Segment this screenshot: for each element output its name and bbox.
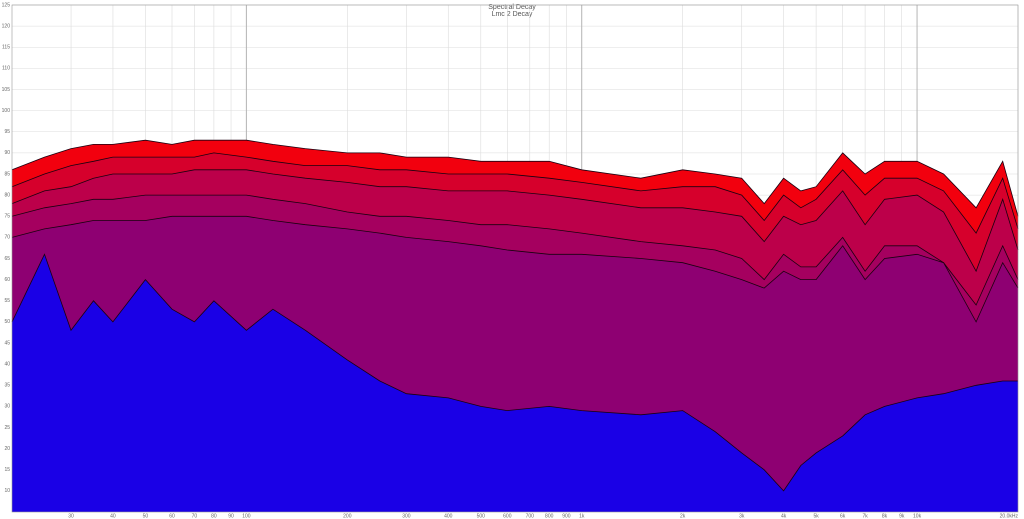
x-tick-label: 500 xyxy=(477,513,486,519)
y-tick-label: 110 xyxy=(2,66,10,72)
decay-line xyxy=(11,253,1018,492)
x-tick-label: 700 xyxy=(526,513,535,519)
y-tick-label: 105 xyxy=(2,87,11,93)
chart-title: Spectral Decay xyxy=(488,4,536,11)
y-tick-label: 55 xyxy=(4,298,10,304)
y-tick-label: 100 xyxy=(2,108,11,114)
x-tick-label: 100 xyxy=(242,513,251,519)
x-tick-label: 40 xyxy=(110,513,116,519)
y-tick-label: 45 xyxy=(4,340,10,346)
x-tick-label: 50 xyxy=(143,513,149,519)
y-tick-label: 20 xyxy=(4,446,10,452)
x-tick-label: 70 xyxy=(192,513,198,519)
y-tick-label: 10 xyxy=(4,488,10,494)
x-tick-label: 30 xyxy=(68,513,74,519)
x-tick-label: 200 xyxy=(343,513,352,519)
y-tick-label: 120 xyxy=(2,23,11,29)
x-tick-label: 4k xyxy=(781,513,787,519)
chart-subtitle: Lmc 2 Decay xyxy=(492,11,533,18)
decay-line xyxy=(11,215,1019,323)
decay-line xyxy=(11,194,1019,306)
y-tick-label: 70 xyxy=(4,235,10,241)
y-tick-label: 15 xyxy=(4,467,10,473)
x-tick-label: 1k xyxy=(579,513,585,519)
y-tick-label: 95 xyxy=(4,129,10,135)
decay-area xyxy=(12,254,1018,513)
x-tick-label: 10k xyxy=(913,513,922,519)
x-tick-label: 900 xyxy=(562,513,571,519)
y-tick-label: 60 xyxy=(4,277,10,283)
y-tick-label: 80 xyxy=(4,192,10,198)
y-tick-label: 50 xyxy=(4,319,10,325)
decay-line xyxy=(11,152,1019,234)
x-tick-label: 20.0kHz xyxy=(1000,513,1019,519)
x-tick-label: 6k xyxy=(840,513,846,519)
x-tick-label: 80 xyxy=(211,513,217,519)
x-tick-label: 3k xyxy=(739,513,745,519)
x-tick-label: 9k xyxy=(899,513,905,519)
x-tick-label: 400 xyxy=(444,513,453,519)
x-tick-label: 60 xyxy=(169,513,175,519)
y-tick-label: 75 xyxy=(4,214,10,220)
y-tick-label: 35 xyxy=(4,383,10,389)
y-tick-label: 115 xyxy=(2,45,10,51)
y-tick-label: 85 xyxy=(4,171,10,177)
y-tick-label: 25 xyxy=(4,425,10,431)
x-tick-label: 7k xyxy=(862,513,868,519)
x-tick-label: 90 xyxy=(228,513,234,519)
y-tick-label: 65 xyxy=(4,256,10,262)
y-tick-label: 90 xyxy=(4,150,10,156)
decay-line xyxy=(11,139,1019,217)
decay-line xyxy=(11,169,1019,273)
x-tick-label: 300 xyxy=(402,513,411,519)
x-tick-label: 8k xyxy=(882,513,888,519)
plot-frame xyxy=(11,4,1019,513)
x-tick-label: 5k xyxy=(813,513,819,519)
x-tick-label: 600 xyxy=(503,513,512,519)
y-tick-label: 125 xyxy=(2,2,11,8)
x-tick-label: 2k xyxy=(680,513,686,519)
y-tick-label: 40 xyxy=(4,361,10,367)
x-tick-label: 800 xyxy=(545,513,554,519)
y-tick-label: 30 xyxy=(4,404,10,410)
